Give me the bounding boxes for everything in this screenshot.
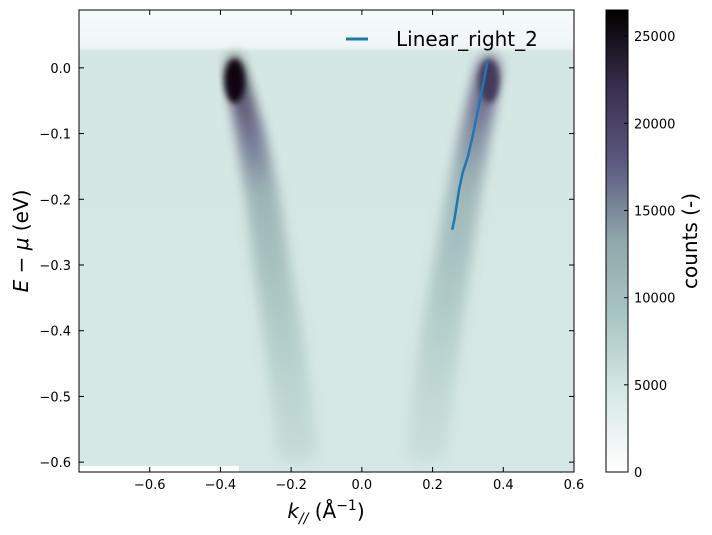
x-axis-label-unit: (Å [308,499,336,523]
x-tick-label: −0.6 [134,478,166,493]
colorbar-scale [605,9,629,473]
heatmap-bands [224,53,501,466]
x-axis-label-sub: // [297,511,310,527]
heatmap-edge-gap [79,466,239,472]
y-axis-label-e: E − [9,250,33,292]
y-axis-label: E − μ (eV) [9,190,33,293]
y-tick-label: −0.3 [39,259,71,274]
plot-area [79,10,574,472]
x-axis-label-k: k [287,499,300,523]
x-axis-label-close: ) [357,499,365,523]
series-layer [451,60,489,231]
colorbar-ticks: 0 5000 10000 15000 20000 25000 [624,30,675,481]
legend: Linear_right_2 [346,27,538,51]
x-axis-label-unit-exp: −1 [336,498,357,514]
legend-label-linear-right-2: Linear_right_2 [396,27,538,51]
colorbar-tick-label: 10000 [634,292,675,307]
x-axis-ticks: −0.6 −0.4 −0.2 0.0 0.2 0.4 0.6 [134,10,584,493]
y-tick-label: −0.5 [39,390,71,405]
x-tick-label: 0.2 [422,478,443,493]
y-tick-label: −0.4 [39,325,71,340]
x-tick-label: 0.4 [493,478,514,493]
colorbar-tick-label: 25000 [634,30,675,45]
heatmap-background [79,10,574,472]
colorbar: 0 5000 10000 15000 20000 25000 counts (-) [605,9,702,481]
colorbar-tick-label: 15000 [634,204,675,219]
heatmap-peak-right [479,58,500,103]
x-axis-label: k// (Å−1) [287,498,364,527]
colorbar-label: counts (-) [678,193,702,289]
y-tick-label: −0.1 [39,128,71,143]
heatmap-peak-left [224,58,245,103]
heatmap-cell-left [275,437,319,466]
plot-frame [78,9,575,473]
y-axis-label-mu: μ [9,238,33,252]
heatmap-cell-right [404,437,449,466]
y-tick-label: −0.2 [39,193,71,208]
y-tick-label: 0.0 [50,62,71,77]
y-axis-ticks: 0.0 −0.1 −0.2 −0.3 −0.4 −0.5 −0.6 [39,62,574,471]
colorbar-tick-label: 20000 [634,117,675,132]
colorbar-tick-label: 5000 [634,379,667,394]
x-tick-label: 0.0 [352,478,373,493]
y-axis-label-unit: (eV) [9,190,33,238]
colorbar-tick-label: 0 [634,466,642,481]
x-tick-label: −0.4 [205,478,237,493]
x-tick-label: −0.2 [275,478,307,493]
x-tick-label: 0.6 [564,478,585,493]
series-line-0 [451,60,489,231]
y-tick-label: −0.6 [39,456,71,471]
